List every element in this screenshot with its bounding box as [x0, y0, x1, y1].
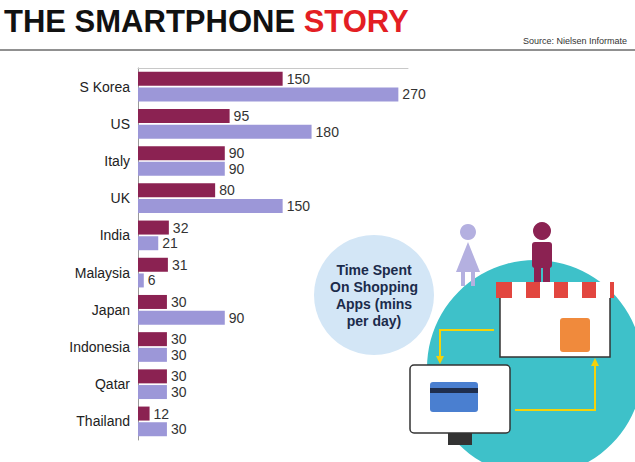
- svg-text:21: 21: [162, 235, 178, 251]
- svg-text:270: 270: [402, 86, 426, 102]
- svg-text:STORY: STORY: [304, 4, 409, 39]
- svg-text:30: 30: [171, 294, 187, 310]
- svg-text:150: 150: [287, 198, 311, 214]
- svg-text:Japan: Japan: [92, 302, 130, 318]
- svg-text:Source: Nielsen Informate: Source: Nielsen Informate: [523, 36, 627, 46]
- svg-text:150: 150: [287, 71, 311, 87]
- svg-text:Italy: Italy: [104, 153, 130, 169]
- svg-text:30: 30: [171, 331, 187, 347]
- svg-text:90: 90: [229, 310, 245, 326]
- svg-text:90: 90: [229, 145, 245, 161]
- svg-text:Malaysia: Malaysia: [75, 265, 130, 281]
- svg-text:per day): per day): [347, 313, 401, 329]
- svg-text:30: 30: [171, 421, 187, 437]
- svg-text:US: US: [111, 116, 130, 132]
- svg-text:6: 6: [148, 272, 156, 288]
- svg-text:Qatar: Qatar: [95, 376, 130, 392]
- svg-text:90: 90: [229, 161, 245, 177]
- svg-text:30: 30: [171, 347, 187, 363]
- svg-text:30: 30: [171, 384, 187, 400]
- svg-text:30: 30: [171, 368, 187, 384]
- svg-text:UK: UK: [111, 190, 131, 206]
- svg-text:On Shopping: On Shopping: [330, 279, 418, 295]
- svg-text:Apps (mins: Apps (mins: [336, 296, 412, 312]
- svg-text:THE SMARTPHONE: THE SMARTPHONE: [4, 4, 304, 39]
- svg-text:80: 80: [219, 182, 235, 198]
- svg-text:180: 180: [316, 124, 340, 140]
- svg-text:India: India: [100, 227, 131, 243]
- svg-text:31: 31: [172, 257, 188, 273]
- svg-text:Indonesia: Indonesia: [69, 339, 130, 355]
- svg-text:Time Spent: Time Spent: [336, 262, 412, 278]
- svg-text:Thailand: Thailand: [76, 413, 130, 429]
- svg-text:S Korea: S Korea: [79, 79, 130, 95]
- svg-text:32: 32: [173, 220, 189, 236]
- svg-text:12: 12: [154, 406, 170, 422]
- svg-text:95: 95: [234, 108, 250, 124]
